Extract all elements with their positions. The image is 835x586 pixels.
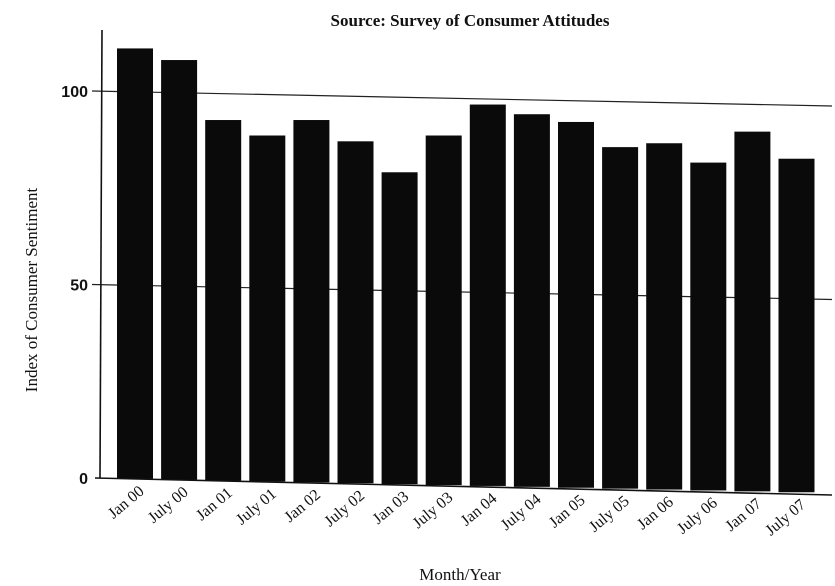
x-axis-label: Month/Year — [419, 565, 501, 584]
x-tick-label: Jan 02 — [281, 486, 324, 526]
bar — [381, 172, 418, 485]
bar — [558, 121, 594, 488]
x-tick-label: Jan 06 — [634, 494, 677, 534]
x-tick-label: Jan 07 — [722, 495, 765, 535]
bar — [513, 114, 550, 487]
x-tick-label: Jan 04 — [458, 490, 501, 530]
x-tick-label: July 02 — [321, 487, 368, 530]
y-axis-line — [99, 29, 103, 479]
y-tick-label: 100 — [61, 84, 88, 101]
x-tick-label: July 03 — [410, 489, 457, 532]
bar — [117, 48, 153, 479]
x-tick-label: Jan 01 — [193, 485, 236, 525]
chart-title: Source: Survey of Consumer Attitudes — [331, 11, 610, 30]
bar — [161, 60, 198, 480]
x-tick-label: Jan 03 — [370, 488, 413, 528]
x-tick-label: July 06 — [674, 495, 721, 538]
bar — [734, 131, 771, 492]
bar — [469, 104, 506, 486]
bar — [602, 147, 639, 489]
x-tick-label: July 05 — [586, 493, 633, 536]
x-tick-label: July 01 — [233, 485, 280, 528]
bar — [249, 135, 286, 482]
x-tick-label: Jan 05 — [546, 492, 589, 532]
bar — [337, 141, 374, 484]
bar — [690, 162, 727, 491]
gridline-100 — [91, 90, 833, 107]
y-axis-label: Index of Consumer Sentiment — [22, 188, 41, 393]
x-axis-line — [94, 477, 833, 496]
y-tick-label: 0 — [79, 471, 88, 488]
x-tick-label: July 07 — [762, 496, 809, 539]
bar — [205, 120, 242, 481]
bar — [293, 120, 330, 483]
bar — [425, 135, 462, 486]
x-tick-label: Jan 00 — [105, 483, 148, 523]
y-tick-labels: 0 50 100 — [61, 84, 88, 488]
x-tick-label: July 00 — [145, 484, 192, 527]
bars — [117, 48, 815, 493]
x-tick-label: July 04 — [498, 491, 545, 534]
bar — [646, 143, 683, 490]
y-tick-label: 50 — [70, 278, 88, 295]
bar — [778, 158, 815, 493]
